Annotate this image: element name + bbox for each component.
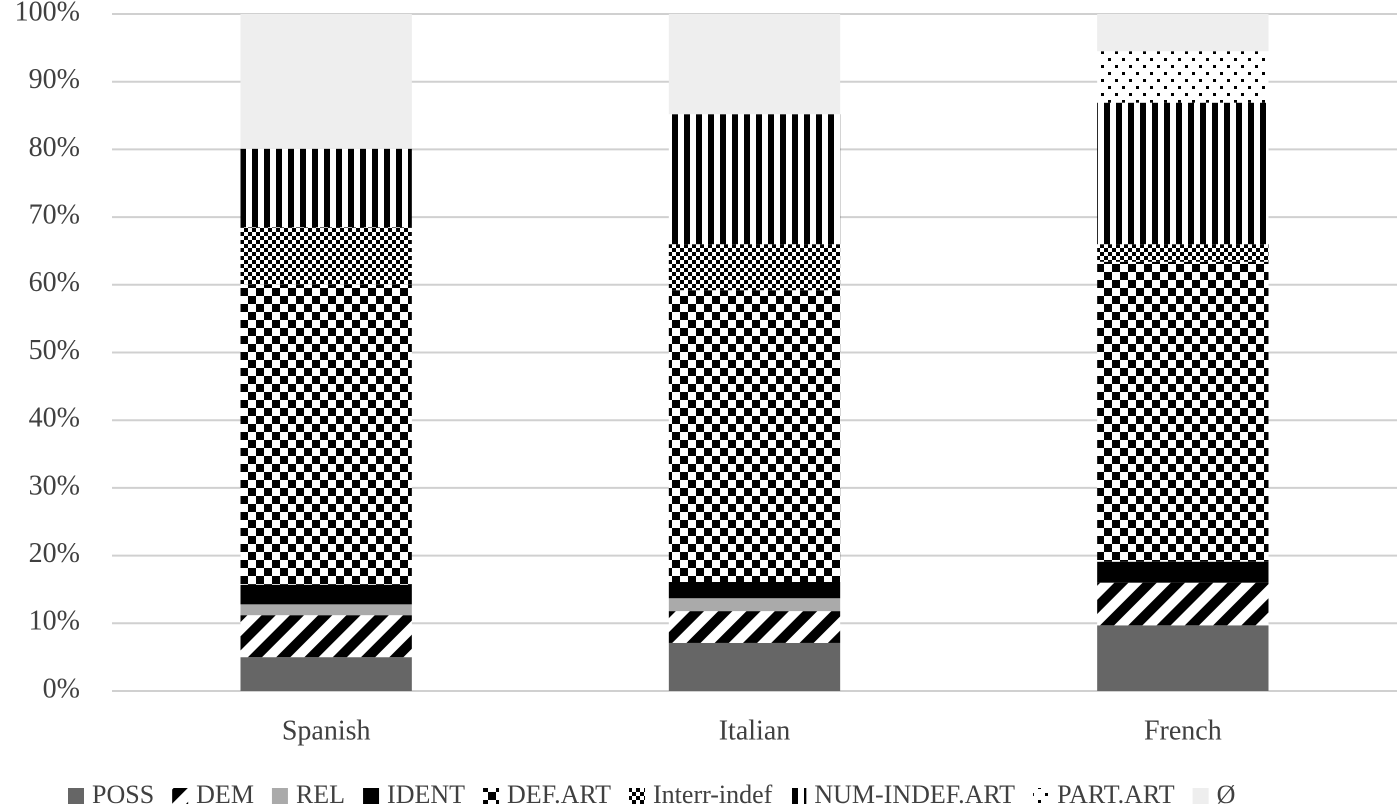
bar-segment xyxy=(1097,51,1269,103)
legend-swatch xyxy=(1192,788,1209,804)
bar-segment xyxy=(668,642,841,691)
bar-segment xyxy=(668,582,841,599)
bar-segment xyxy=(240,657,412,691)
legend-swatch xyxy=(790,788,807,804)
y-tick-label: 0% xyxy=(43,673,80,704)
y-tick-label: 80% xyxy=(29,132,80,163)
y-tick-label: 50% xyxy=(29,335,80,366)
legend: POSS DEM REL IDENT DEF.ART Interr-indef NUM-IN… xyxy=(68,780,1235,809)
bar-segment xyxy=(1097,625,1269,691)
bar-segment xyxy=(1097,261,1269,562)
legend-swatch xyxy=(172,788,189,804)
legend-swatch xyxy=(363,788,380,804)
x-tick-label: French xyxy=(1144,715,1222,746)
bar-segment xyxy=(240,584,412,605)
legend-label: Ø xyxy=(1217,780,1236,809)
legend-swatch xyxy=(483,788,500,804)
y-tick-label: 100% xyxy=(15,0,80,27)
x-tick-label: Spanish xyxy=(282,715,371,746)
y-tick-label: 90% xyxy=(29,64,80,95)
legend-label: NUM-INDEF.ART xyxy=(814,780,1015,809)
y-tick-label: 60% xyxy=(29,267,80,298)
bar-segment xyxy=(1097,244,1269,262)
y-tick-label: 10% xyxy=(29,606,80,637)
y-tick-label: 30% xyxy=(29,470,80,501)
bar-segment xyxy=(240,148,412,228)
legend-label: Interr-indef xyxy=(653,780,773,809)
legend-label: DEF.ART xyxy=(507,780,611,809)
bar-segment xyxy=(1097,561,1269,583)
legend-label: IDENT xyxy=(387,780,465,809)
bar-segment xyxy=(240,604,412,616)
x-tick-label: Italian xyxy=(719,715,791,746)
bar-segment xyxy=(668,114,841,245)
legend-swatch xyxy=(629,788,646,804)
bar-segment xyxy=(1097,14,1269,52)
legend-swatch xyxy=(68,788,84,804)
legend-label: POSS xyxy=(92,780,154,809)
legend-swatch xyxy=(271,788,288,804)
bar-segment xyxy=(240,14,412,149)
bar-segment xyxy=(1097,102,1269,245)
y-tick-label: 20% xyxy=(29,538,80,569)
legend-label: DEM xyxy=(196,780,254,809)
bar-segment xyxy=(240,227,412,285)
legend-label: PART.ART xyxy=(1057,780,1175,809)
bar-segment xyxy=(668,244,841,291)
y-tick-label: 40% xyxy=(29,403,80,434)
bar-segment xyxy=(1097,582,1269,626)
y-tick-label: 70% xyxy=(29,200,80,231)
bar-segment xyxy=(668,290,841,583)
legend-swatch xyxy=(1033,788,1050,804)
bar-segment xyxy=(668,598,841,612)
bar-segment xyxy=(240,284,412,585)
bar-segment xyxy=(668,611,841,643)
legend-label: REL xyxy=(296,780,345,809)
bar-segment xyxy=(240,615,412,658)
bar-segment xyxy=(668,14,841,115)
